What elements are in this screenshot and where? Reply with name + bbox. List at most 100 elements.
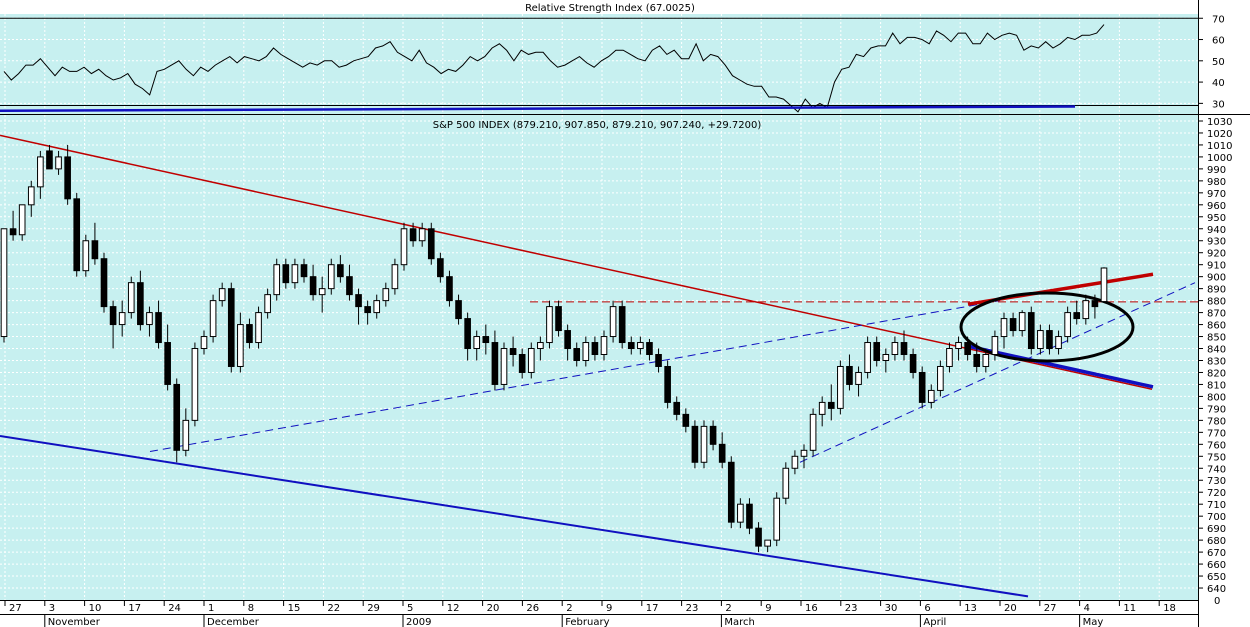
candle-body [1027, 312, 1035, 350]
candle-body [1055, 336, 1062, 350]
x-tick-label: 17 [128, 603, 141, 614]
rsi-tick-label: 70 [1212, 14, 1225, 25]
candle-body [927, 389, 935, 403]
candle-body [518, 354, 526, 373]
candle-body [918, 371, 926, 403]
candle-body [664, 365, 671, 403]
y-tick-label: 830 [1207, 356, 1226, 367]
y-tick-label: 680 [1207, 536, 1226, 547]
y-tick-label: 1010 [1207, 141, 1232, 152]
candle-body [864, 342, 871, 373]
candle-body [182, 419, 190, 451]
y-tick-label: 940 [1207, 225, 1226, 236]
x-tick-label: 23 [845, 603, 858, 614]
x-tick-label: 1 [208, 603, 214, 614]
candle-body [400, 228, 408, 266]
candle-body [564, 330, 571, 350]
candle-body [409, 228, 417, 242]
candle-body [582, 342, 590, 361]
y-tick-label: 780 [1207, 416, 1226, 427]
candle-body [64, 156, 71, 200]
x-tick-label: 5 [407, 603, 413, 614]
lower-wedge-line [967, 344, 1154, 389]
trendlines [0, 134, 1198, 598]
y-tick-label: 910 [1207, 261, 1226, 272]
candle-body [27, 186, 35, 206]
candle-body [373, 300, 381, 314]
candle-body [527, 348, 535, 373]
candle-body [700, 425, 708, 463]
candle-body [237, 324, 244, 367]
candle-body [437, 258, 444, 278]
y-tick-label: 0 [1214, 596, 1220, 607]
month-label: December [207, 617, 260, 627]
candle-body [291, 264, 299, 284]
x-tick-label: 18 [1163, 603, 1176, 614]
candle-body [473, 336, 481, 350]
candle-body [882, 354, 890, 361]
candles [0, 144, 1108, 553]
short-support-dashed [799, 282, 1196, 463]
y-tick-label: 960 [1207, 201, 1226, 212]
candle-body [1000, 318, 1008, 338]
candle-body [682, 413, 690, 427]
candle-body [1009, 318, 1017, 332]
candle-body [1073, 312, 1081, 320]
x-tick-label: 26 [526, 603, 539, 614]
y-tick-label: 920 [1207, 249, 1226, 260]
y-tick-label: 720 [1207, 488, 1226, 499]
candle-body [618, 306, 626, 344]
price-y-axis: 6406506606706806907007107207307407507607… [1198, 117, 1232, 607]
price-pane [0, 115, 1198, 600]
candle-body [155, 312, 162, 344]
y-tick-label: 890 [1207, 285, 1226, 296]
candle-body [482, 336, 490, 344]
y-tick-label: 990 [1207, 165, 1226, 176]
y-tick-label: 640 [1207, 584, 1226, 595]
y-tick-label: 660 [1207, 560, 1226, 571]
candle-body [273, 264, 281, 296]
candle-body [391, 264, 399, 290]
candle-body [118, 312, 126, 326]
candle-body [1018, 312, 1026, 332]
y-tick-label: 880 [1207, 297, 1226, 308]
candle-body [591, 342, 599, 356]
price-title: S&P 500 INDEX (879.210, 907.850, 879.210… [433, 120, 762, 131]
y-tick-label: 730 [1207, 476, 1226, 487]
candle-body [37, 156, 44, 188]
x-tick-label: 2 [725, 603, 731, 614]
candle-body [764, 539, 771, 547]
candle-body [91, 240, 99, 260]
y-tick-label: 740 [1207, 464, 1226, 475]
y-tick-label: 840 [1207, 345, 1226, 356]
candle-body [709, 425, 717, 445]
x-tick-label: 30 [885, 603, 898, 614]
candle-body [109, 306, 117, 326]
candle-body [600, 336, 608, 356]
candle-body [946, 348, 953, 367]
candle-body [173, 383, 181, 451]
candle-body [491, 342, 499, 385]
candle-body [127, 282, 135, 314]
candle-body [427, 228, 435, 260]
x-tick-label: 4 [1084, 603, 1090, 614]
candle-body [746, 503, 753, 529]
candle-body [82, 240, 90, 272]
candle-body [164, 342, 171, 385]
candle-body [464, 318, 471, 350]
candle-body [973, 354, 981, 367]
x-tick-label: 29 [367, 603, 380, 614]
candle-body [209, 300, 217, 338]
y-tick-label: 770 [1207, 428, 1226, 439]
y-tick-label: 790 [1207, 404, 1226, 415]
rsi-pane [0, 14, 1198, 114]
candle-body [9, 228, 17, 236]
price-grid [0, 115, 1198, 600]
candle-body [955, 342, 962, 350]
x-tick-label: 20 [1004, 603, 1017, 614]
x-tick-label: 22 [327, 603, 340, 614]
candle-body [0, 228, 8, 338]
y-tick-label: 1030 [1207, 117, 1232, 128]
candle-body [73, 198, 81, 272]
y-tick-label: 970 [1207, 189, 1226, 200]
